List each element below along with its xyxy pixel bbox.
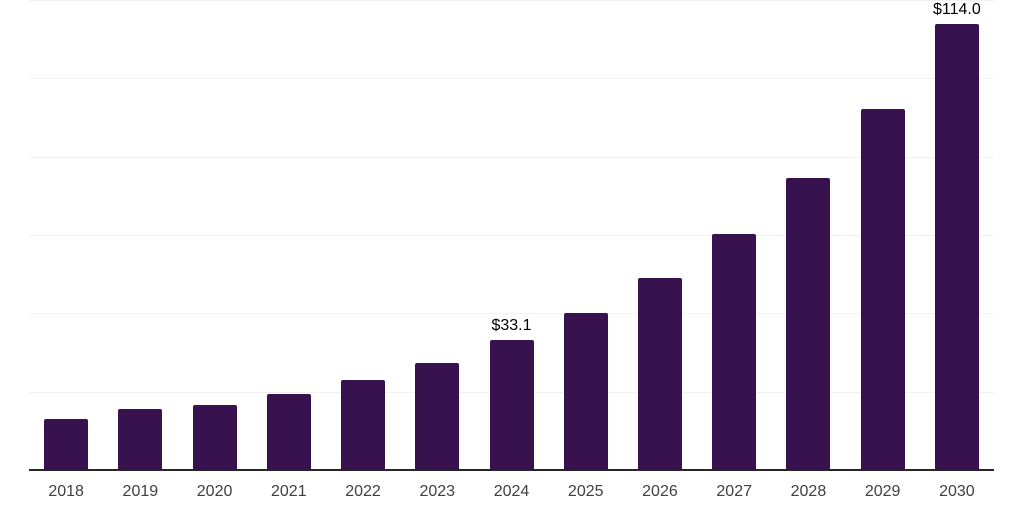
bar [786,178,831,470]
bar [712,234,757,470]
bar [415,362,460,470]
x-tick-label: 2025 [567,483,604,500]
plot-area: $33.1 $114.0 [29,0,994,471]
bar [118,408,163,470]
x-tick-label: 2022 [345,483,381,500]
x-tick-label: 2018 [48,483,84,500]
bar-value-label: $114.0 [933,0,981,18]
bar [563,312,608,470]
x-axis-tick-labels: 2018 2019 2020 2021 2022 2023 2024 2025 2026 2027… [29,482,994,506]
bar [266,394,311,470]
gridline [29,235,994,236]
bar [860,109,905,470]
bar-value-label: $33.1 [491,317,532,335]
x-tick-label: 2030 [939,483,975,500]
gridline [29,78,994,80]
x-tick-label: 2020 [196,483,233,500]
bar [341,380,386,470]
x-axis-line [29,469,994,471]
x-tick-label: 2028 [790,483,827,500]
gridline [29,0,994,1]
bar [489,340,534,470]
bar [192,404,237,470]
x-tick-label: 2024 [493,483,530,500]
x-tick-label: 2023 [419,483,456,500]
x-tick-label: 2021 [271,483,307,500]
x-tick-label: 2026 [642,483,678,500]
bar [637,278,682,470]
x-tick-label: 2027 [716,483,752,500]
x-tick-label: 2029 [864,483,901,500]
bar [934,23,979,470]
gridline [29,313,994,315]
gridline [29,156,994,158]
bar [44,419,89,470]
x-tick-label: 2019 [122,483,159,500]
